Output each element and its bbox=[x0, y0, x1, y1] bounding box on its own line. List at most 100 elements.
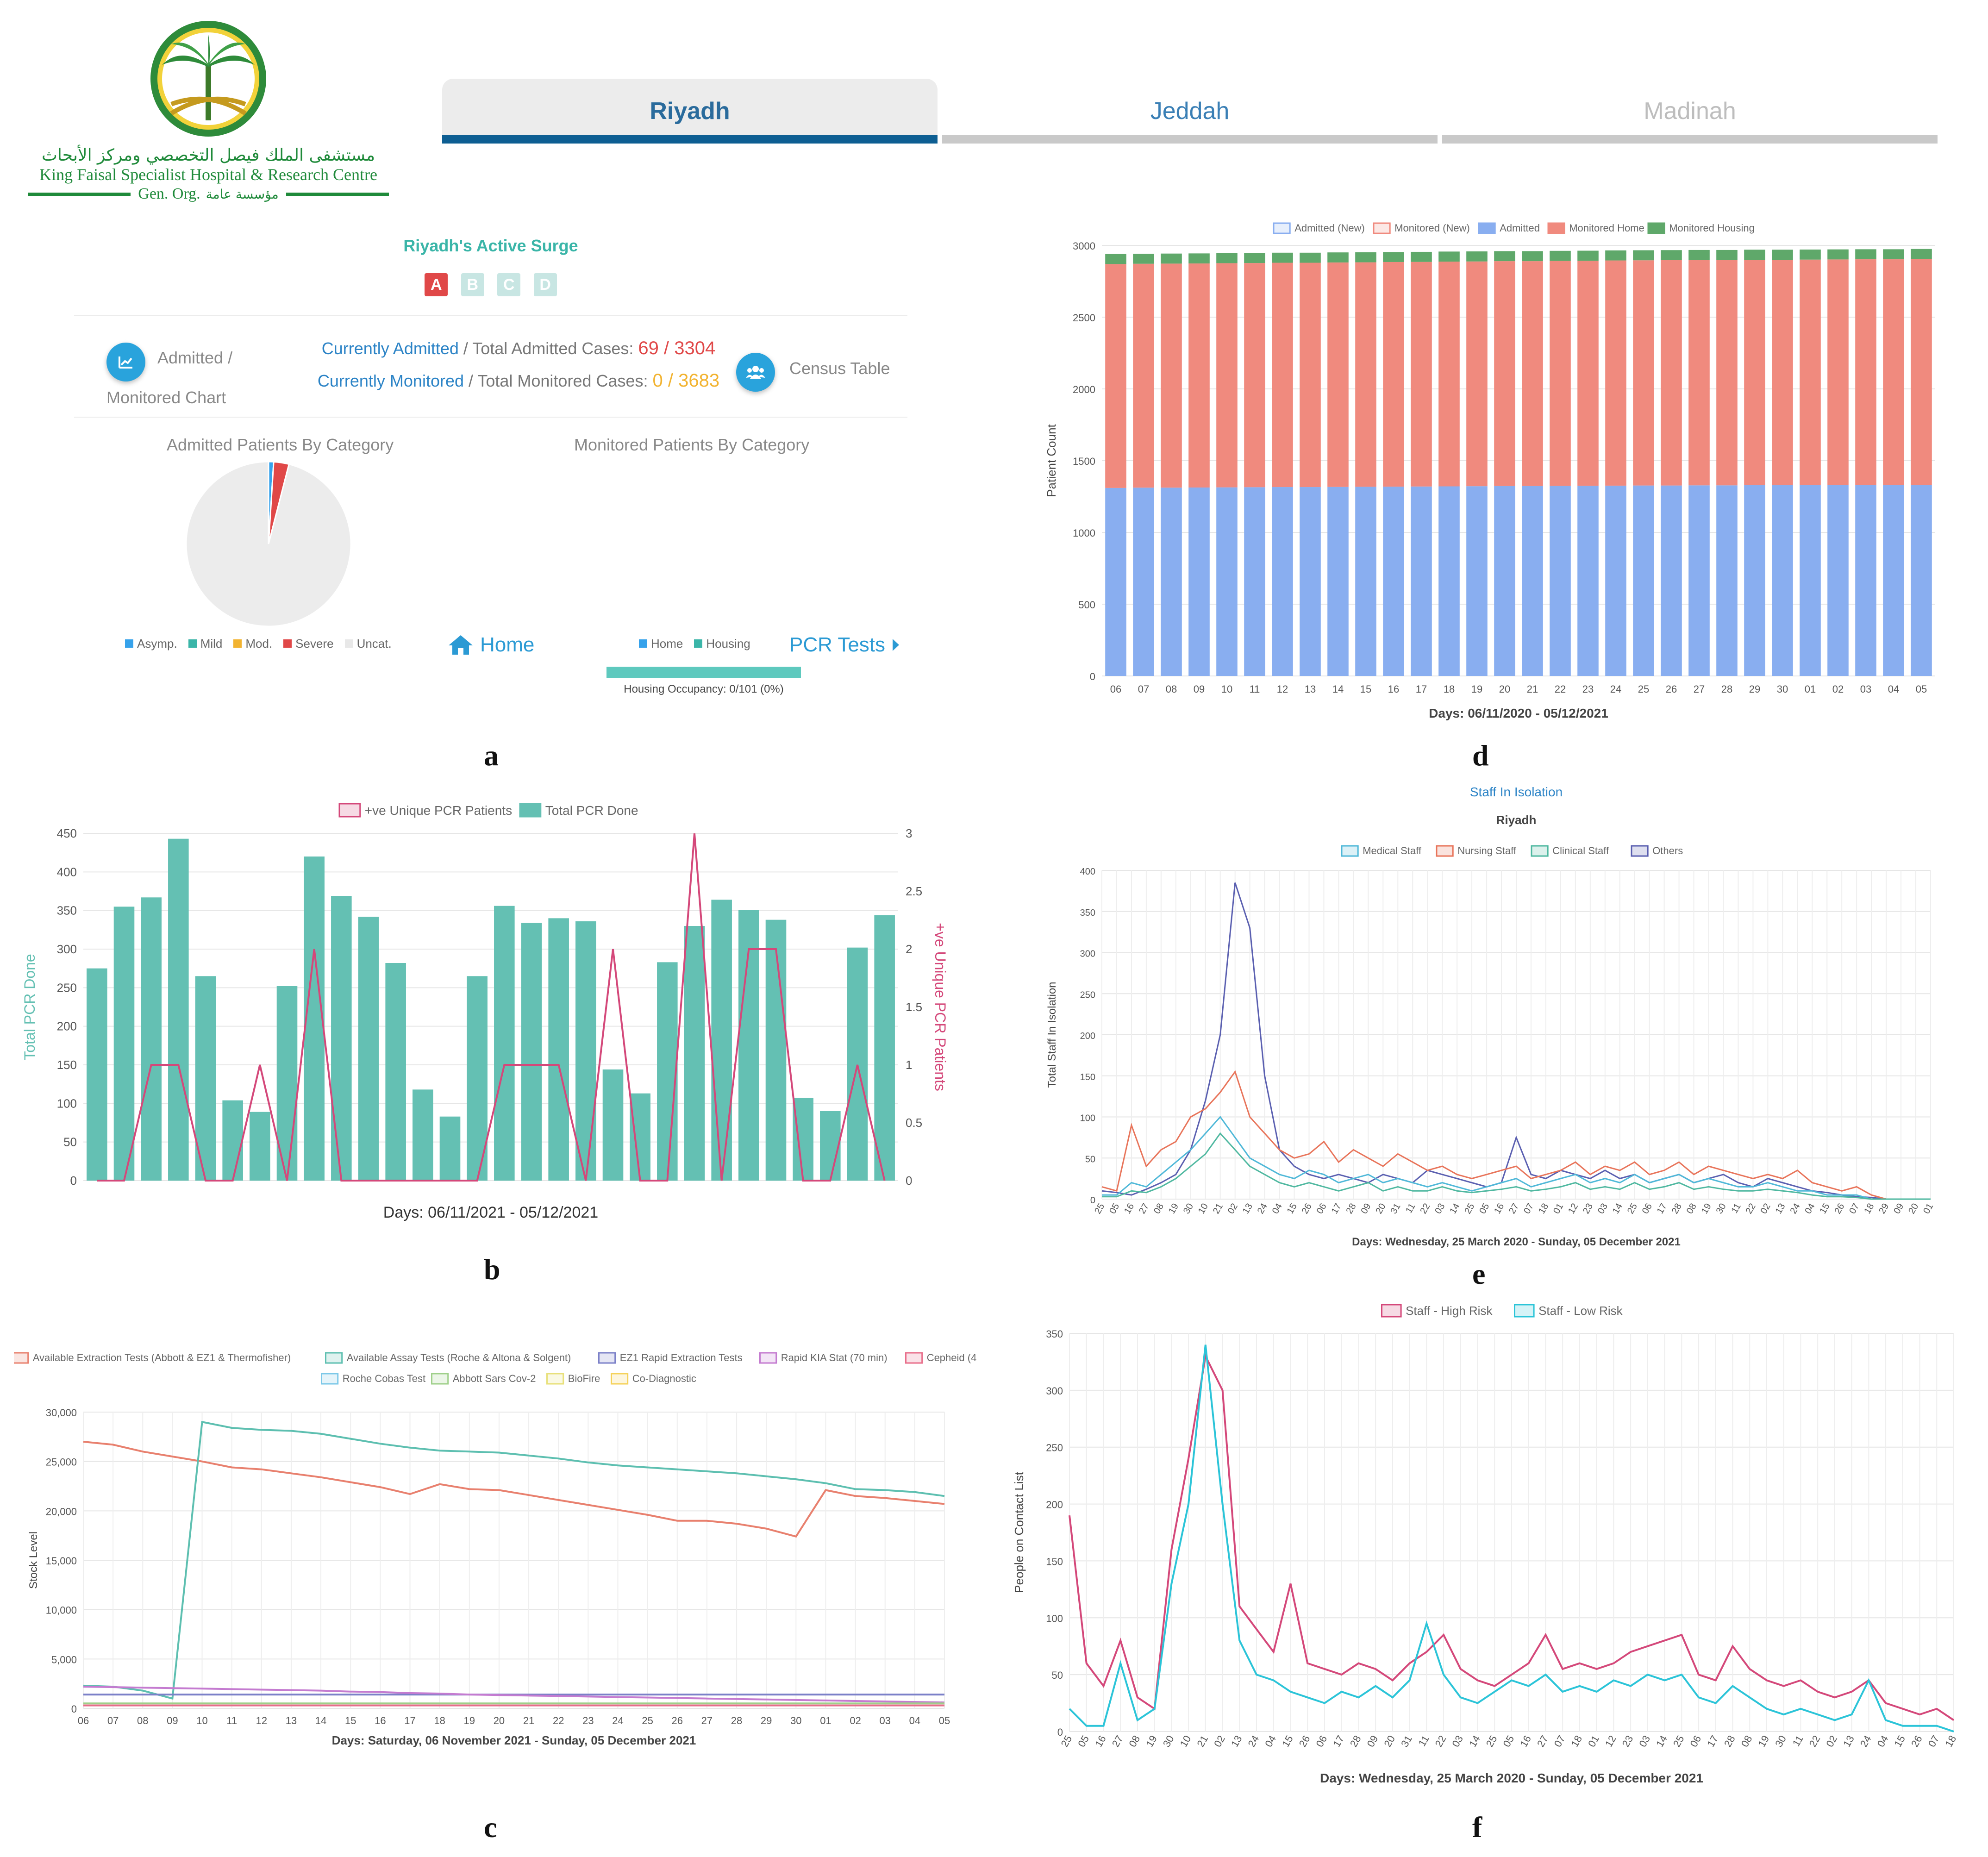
currently-monitored-link[interactable]: Currently Monitored bbox=[317, 371, 464, 390]
admitted-by-category-title: Admitted Patients By Category bbox=[167, 435, 394, 454]
census-table-label[interactable]: Census Table bbox=[789, 359, 890, 378]
x-tick-label: 04 bbox=[1270, 1202, 1284, 1216]
x-tick-label: 13 bbox=[286, 1715, 297, 1726]
bar-monitored-home bbox=[1161, 263, 1182, 488]
panel-label-f: f bbox=[1472, 1811, 1482, 1844]
y2-axis-label: +ve Unique PCR Patients bbox=[932, 923, 949, 1091]
bar-admitted bbox=[1466, 486, 1488, 676]
bar-monitored-housing bbox=[1355, 252, 1376, 263]
legend-label: Available Extraction Tests (Abbott & EZ1… bbox=[33, 1352, 291, 1363]
x-tick-label: 23 bbox=[1581, 1202, 1595, 1216]
y-tick-label: 100 bbox=[57, 1096, 77, 1110]
line-available-extraction-tests-abbott-ez1-thermofisher- bbox=[83, 1441, 945, 1538]
bar-monitored-home bbox=[1744, 260, 1765, 486]
bar-admitted bbox=[1438, 486, 1460, 676]
bar-admitted bbox=[1216, 487, 1238, 676]
surge-button-d[interactable]: D bbox=[533, 273, 557, 296]
admitted-chart-button[interactable] bbox=[106, 343, 145, 381]
tab-riyadh[interactable]: Riyadh bbox=[442, 79, 938, 144]
x-tick-label: 21 bbox=[523, 1715, 534, 1726]
chart-c: 0 5,000 10,000 15,000 20,000 25,000 30,000 06 07… bbox=[14, 1352, 977, 1747]
home-link[interactable]: Home bbox=[447, 633, 534, 657]
bar-monitored-housing bbox=[1911, 249, 1932, 259]
admitted-chart-label[interactable]: Admitted / bbox=[157, 348, 233, 367]
x-tick-label: 14 bbox=[1654, 1733, 1669, 1749]
x-tick-label: 07 bbox=[1138, 683, 1149, 695]
pcr-tests-link[interactable]: PCR Tests bbox=[789, 633, 904, 657]
census-table-button[interactable] bbox=[736, 353, 775, 392]
x-tick-label: 15 bbox=[345, 1715, 356, 1726]
x-tick-label: 11 bbox=[226, 1715, 237, 1726]
x-tick-label: 20 bbox=[1907, 1202, 1920, 1216]
surge-button-c[interactable]: C bbox=[497, 273, 521, 296]
bar-monitored-home bbox=[1216, 263, 1238, 488]
x-tick-label: 17 bbox=[1655, 1202, 1669, 1216]
admitted-stats: Currently Admitted / Total Admitted Case… bbox=[287, 338, 750, 359]
y-tick-label: 450 bbox=[57, 826, 77, 840]
x-tick-label: 18 bbox=[1862, 1202, 1876, 1216]
x-tick-label: 20 bbox=[1374, 1202, 1388, 1216]
x-tick-label: 22 bbox=[1744, 1202, 1758, 1216]
x-tick-label: 18 bbox=[1569, 1733, 1584, 1749]
legend-label: Co-Diagnostic bbox=[632, 1373, 696, 1384]
y-tick-label: 100 bbox=[1080, 1113, 1095, 1124]
admitted-value: 69 / 3304 bbox=[638, 338, 716, 358]
bar-monitored-housing bbox=[1161, 253, 1182, 264]
bar-total-pcr bbox=[630, 1093, 650, 1181]
legend-swatch bbox=[1373, 222, 1391, 234]
home-link-label: Home bbox=[480, 633, 535, 656]
x-tick-label: 08 bbox=[1166, 683, 1177, 695]
x-tick-label: 28 bbox=[1348, 1733, 1363, 1749]
x-tick-label: 09 bbox=[1359, 1202, 1373, 1216]
legend-swatch bbox=[546, 1373, 564, 1385]
monitored-chart-label[interactable]: Monitored Chart bbox=[106, 388, 226, 407]
legend-mild: Mild bbox=[188, 637, 222, 651]
x-tick-label: 17 bbox=[1330, 1202, 1344, 1216]
bar-monitored-home bbox=[1133, 263, 1154, 488]
bar-monitored-home bbox=[1105, 264, 1126, 488]
y-tick-label: 350 bbox=[1046, 1328, 1063, 1340]
y-tick-label: 350 bbox=[1080, 908, 1095, 918]
x-tick-label: 08 bbox=[1152, 1202, 1166, 1216]
legend-label: Available Assay Tests (Roche & Altona & … bbox=[347, 1352, 571, 1363]
bar-monitored-home bbox=[1855, 259, 1876, 485]
y-axis-label: People on Contact List bbox=[1012, 1471, 1026, 1593]
y-tick-label: 0 bbox=[71, 1703, 77, 1715]
surge-button-b[interactable]: B bbox=[461, 273, 484, 296]
bar-monitored-home bbox=[1188, 263, 1210, 488]
y-tick-label: 5,000 bbox=[51, 1654, 77, 1665]
housing-occupancy-label: Housing Occupancy: 0/101 (0%) bbox=[624, 683, 784, 695]
surge-button-a[interactable]: A bbox=[425, 273, 448, 296]
x-tick-label: 08 bbox=[1739, 1733, 1755, 1749]
bar-monitored-housing bbox=[1827, 249, 1849, 260]
tab-madinah[interactable]: Madinah bbox=[1442, 79, 1938, 144]
x-tick-label: 14 bbox=[1448, 1202, 1462, 1216]
bar-admitted bbox=[1883, 485, 1904, 676]
x-axis-label: Days: Wednesday, 25 March 2020 - Sunday,… bbox=[1320, 1771, 1703, 1785]
bar-total-pcr bbox=[711, 900, 732, 1181]
x-tick-label: 12 bbox=[1277, 683, 1288, 695]
chevron-right-icon bbox=[893, 639, 900, 651]
x-tick-label: 19 bbox=[1471, 683, 1482, 695]
x-tick-label: 12 bbox=[1566, 1202, 1580, 1216]
x-tick-label: 13 bbox=[1774, 1202, 1788, 1216]
bar-admitted bbox=[1244, 487, 1265, 676]
legend-swatch bbox=[1273, 222, 1291, 234]
bar-admitted bbox=[1577, 486, 1599, 676]
y-tick-label: 15,000 bbox=[46, 1555, 77, 1567]
x-tick-label: 27 bbox=[1535, 1733, 1550, 1749]
tab-jeddah[interactable]: Jeddah bbox=[942, 79, 1438, 144]
legend-swatch bbox=[905, 1352, 923, 1364]
bar-monitored-housing bbox=[1605, 250, 1626, 261]
x-tick-label: 18 bbox=[1444, 683, 1455, 695]
x-tick-label: 17 bbox=[1331, 1733, 1346, 1749]
legend-housing: Housing bbox=[694, 637, 750, 651]
y-tick-label: 250 bbox=[1080, 990, 1095, 1000]
currently-admitted-link[interactable]: Currently Admitted bbox=[321, 339, 459, 358]
x-tick-label: 22 bbox=[1555, 683, 1566, 695]
legend-label: Monitored Housing bbox=[1669, 222, 1755, 234]
bar-monitored-housing bbox=[1661, 250, 1682, 260]
x-axis-label: Days: Wednesday, 25 March 2020 - Sunday,… bbox=[1352, 1236, 1681, 1248]
y-tick-label: 50 bbox=[1085, 1154, 1095, 1164]
bar-admitted bbox=[1161, 488, 1182, 676]
